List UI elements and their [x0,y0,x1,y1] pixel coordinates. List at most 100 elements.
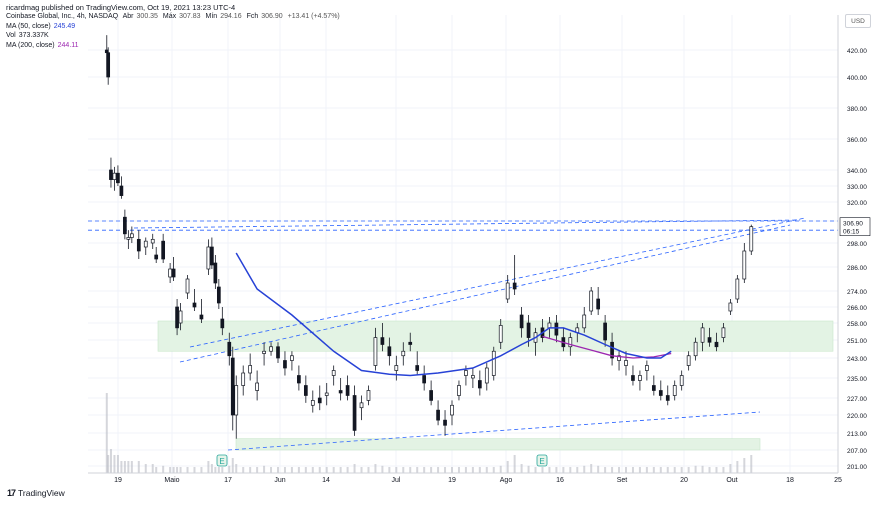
volume-bar [673,467,676,473]
candle-body [589,290,594,312]
candle-body [415,365,420,371]
price-tick-label: 286.00 [847,265,867,272]
volume-bar [430,467,433,473]
candle-body [568,337,573,348]
plot-area[interactable] [88,15,838,473]
candle-body [317,397,322,404]
time-tick-label: Ago [500,477,513,484]
candle-body [547,322,552,329]
volume-bar [169,467,172,473]
volume-bars [105,393,753,473]
volume-bar [277,467,279,473]
candle-body [123,216,127,235]
candle-body [373,337,378,366]
volume-bar [172,467,175,473]
tradingview-brand[interactable]: 17 TradingView [7,488,65,498]
volume-bar [127,461,130,473]
candle-body [700,327,705,343]
volume-bar [109,449,112,473]
candle-body [714,341,719,348]
symbol-name[interactable]: Coinbase Global, Inc., 4h, NASDAQ [6,13,119,20]
horizontal-levels [88,220,838,231]
earnings-marker-label: E [539,457,544,466]
volume-bar [249,467,252,473]
candle-body [394,365,399,371]
candle-body [742,250,747,280]
time-tick-label: 19 [448,477,456,484]
volume-bar [105,393,108,473]
candle-body [380,337,385,345]
volume-bar [130,461,133,473]
volume-bar [231,458,234,473]
legend-ma200-row[interactable]: MA (200, close) 244.11 [6,41,343,51]
currency-selector[interactable]: USD [845,14,871,28]
time-tick-label: 20 [680,477,688,484]
legend-volume-row[interactable]: Vol 373.337K [6,31,343,41]
candle-body [436,409,440,421]
currency-label: USD [851,17,865,25]
volume-bar [722,467,725,473]
volume-bar [179,467,182,473]
open-label: Abr [122,13,134,20]
time-tick-label: 17 [224,477,232,484]
volume-bar [290,467,293,473]
candle-body [359,402,364,409]
time-tick-label: Jun [274,477,285,484]
volume-bar [680,467,683,473]
candle-body [161,240,166,260]
candle-body [248,365,253,374]
candle-body [352,395,357,431]
candle-body [303,385,308,396]
candle-body [464,370,468,376]
volume-bar [583,465,586,473]
volume-bar [590,464,593,473]
volume-bar [200,467,203,473]
price-axis: 420.00 400.00 380.00 360.00 340.00 330.00 320.… [847,48,867,471]
volume-bar [666,467,669,473]
candle-body [519,314,524,329]
volume-bar [743,458,746,473]
candle-body [230,357,235,416]
candle-body [582,314,587,329]
candle-body [126,237,131,240]
time-tick-label: Jul [392,477,401,484]
price-tick-label: 330.00 [847,184,867,191]
time-axis: 19 Maio 17 Jun 14 Jul 19 Ago 16 Set 20 Out 18 25 [114,477,842,484]
price-tick-label: 243.00 [847,356,867,363]
volume-bar [395,467,398,473]
candle-body [129,233,134,238]
candle-body [112,172,117,180]
time-tick-label: Out [726,477,737,484]
candle-body [210,246,214,266]
candle-body [491,350,496,376]
volume-bar [638,467,641,473]
trend-lines [133,217,806,451]
price-tick-label: 258.00 [847,321,867,328]
candle-body [276,346,280,359]
volume-bar [270,467,273,473]
volume-bar [242,467,245,473]
volume-bar [137,461,140,473]
ma200-label: MA (200, close) [6,41,55,49]
volume-bar [210,464,213,473]
candle-body [310,400,315,406]
price-tag-value: 306.90 [843,221,863,228]
volume-bar [437,467,440,473]
support-zone [157,320,834,352]
candle-body [213,262,218,284]
volume-bar [513,455,516,473]
candle-body [262,350,266,354]
price-tick-label: 320.00 [847,200,867,207]
volume-bar [527,465,530,473]
legend-ma50-row[interactable]: MA (50, close) 245.49 [6,22,343,32]
brand-name: TradingView [18,488,65,498]
open-value: 300.35 [136,13,158,20]
candle-body [206,246,211,270]
price-tick-label: 274.00 [847,289,867,296]
candle-body [484,367,489,384]
volume-bar [423,467,426,473]
candle-body [199,314,204,320]
earnings-marker-icon [216,454,228,467]
volume-bar [332,467,335,473]
